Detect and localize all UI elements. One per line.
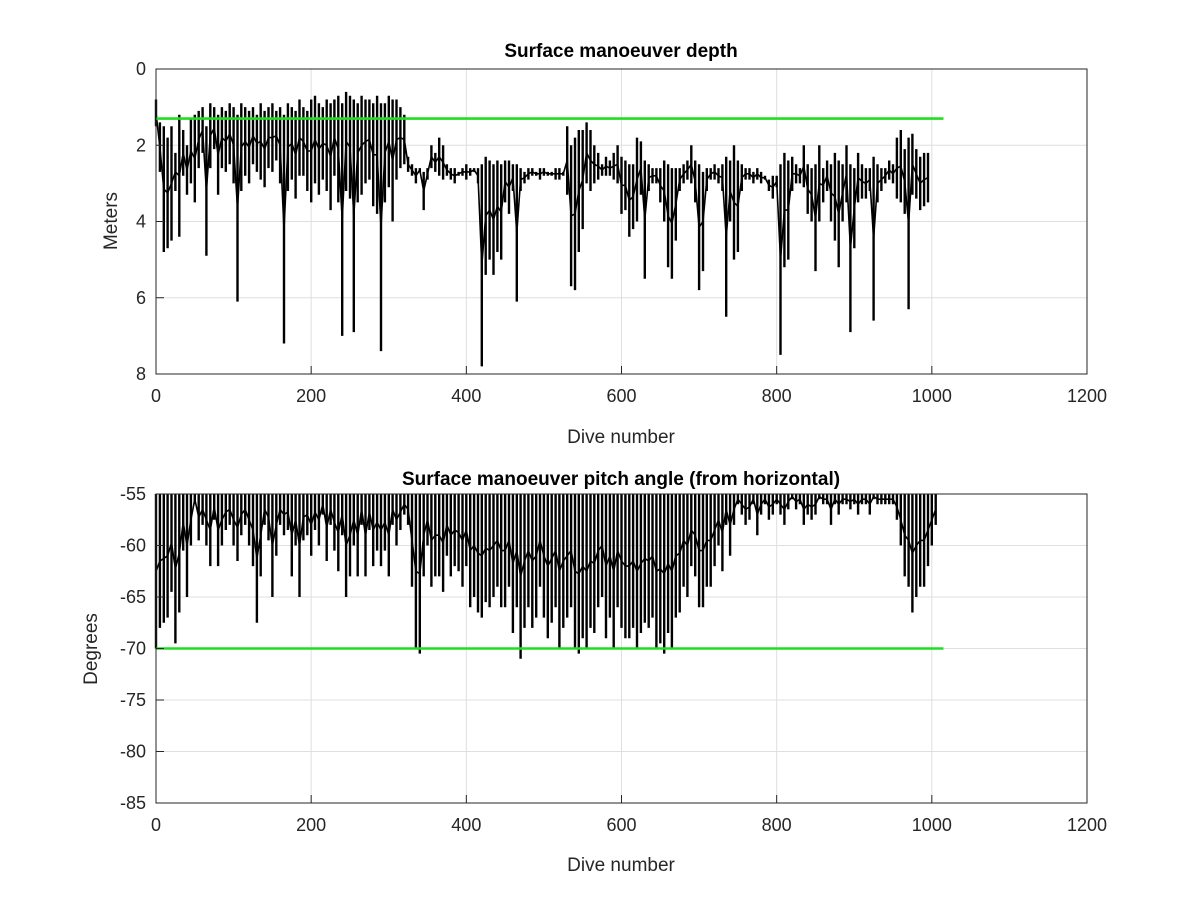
- bottom-x-tick-label: 400: [451, 815, 481, 835]
- top-x-tick-label: 1000: [912, 386, 952, 406]
- bottom-x-tick-label: 1200: [1067, 815, 1107, 835]
- top-y-tick-label: 8: [136, 364, 146, 384]
- top-x-ticks: 0 200 400 600 800 1000 1200: [151, 366, 1107, 406]
- bottom-y-tick-label: -75: [120, 690, 146, 710]
- top-y-tick-label: 2: [136, 135, 146, 155]
- top-x-tick-label: 800: [762, 386, 792, 406]
- top-data: [154, 91, 930, 367]
- bottom-x-tick-label: 600: [606, 815, 636, 835]
- top-chart: 0 200 400 600 800 1000 1200 0 2 4 6 8 Surface mano…: [101, 41, 1107, 448]
- top-y-tick-label: 4: [136, 212, 146, 232]
- bottom-y-tick-label: -85: [120, 793, 146, 813]
- bottom-y-tick-label: -55: [120, 484, 146, 504]
- top-y-tick-label: 6: [136, 288, 146, 308]
- bottom-y-ticks: -55 -60 -65 -70 -75 -80 -85: [120, 484, 164, 813]
- top-x-tick-label: 0: [151, 386, 161, 406]
- bottom-y-axis-label: Degrees: [81, 613, 102, 685]
- top-x-tick-label: 400: [451, 386, 481, 406]
- bottom-x-axis-label: Dive number: [567, 855, 675, 876]
- bottom-y-tick-label: -65: [120, 587, 146, 607]
- top-x-tick-label: 200: [296, 386, 326, 406]
- bottom-y-tick-label: -70: [120, 639, 146, 659]
- bottom-x-ticks: 0 200 400 600 800 1000 1200: [151, 795, 1107, 835]
- bottom-data: [154, 494, 937, 659]
- bottom-y-tick-label: -60: [120, 536, 146, 556]
- bottom-chart: 0 200 400 600 800 1000 1200 -55 -60 -65 -70 -75 -80…: [81, 469, 1107, 876]
- top-y-ticks: 0 2 4 6 8: [136, 59, 164, 384]
- top-x-axis-label: Dive number: [567, 427, 675, 448]
- top-y-axis-label: Meters: [101, 192, 122, 250]
- top-y-tick-label: 0: [136, 59, 146, 79]
- bottom-chart-title: Surface manoeuver pitch angle (from hori…: [402, 469, 840, 490]
- bottom-y-tick-label: -80: [120, 742, 146, 762]
- bottom-x-tick-label: 800: [762, 815, 792, 835]
- top-x-tick-label: 1200: [1067, 386, 1107, 406]
- top-chart-title: Surface manoeuver depth: [504, 41, 737, 62]
- bottom-x-tick-label: 1000: [912, 815, 952, 835]
- top-x-tick-label: 600: [606, 386, 636, 406]
- bottom-series-line: [155, 495, 937, 577]
- bottom-x-tick-label: 0: [151, 815, 161, 835]
- top-series-line: [155, 112, 929, 266]
- bottom-x-tick-label: 200: [296, 815, 326, 835]
